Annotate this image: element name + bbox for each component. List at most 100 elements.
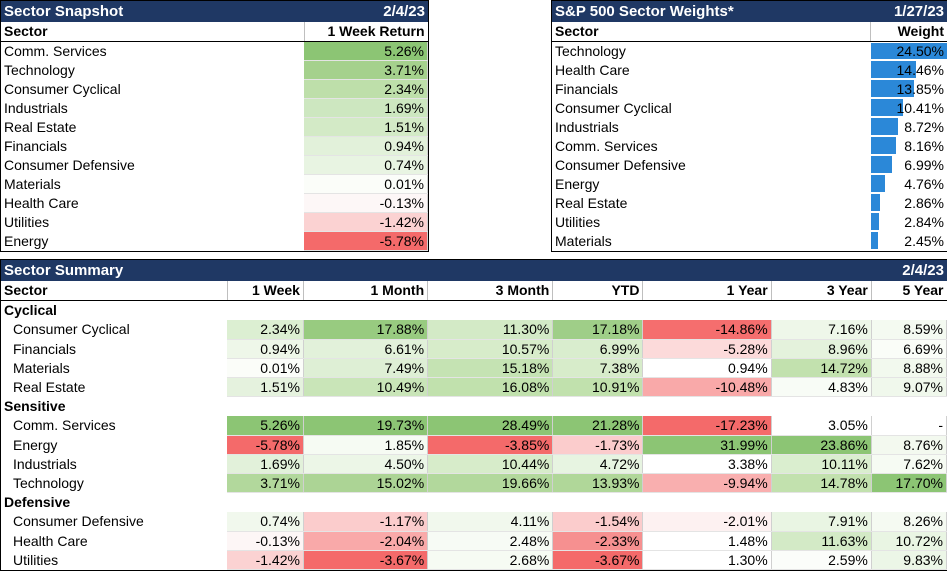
summary-cell: 4.83%: [771, 377, 872, 397]
weights-row: Materials 2.45%: [552, 231, 947, 251]
summary-cell: 8.88%: [871, 358, 947, 378]
summary-row: Health Care -0.13% -2.04% 2.48% -2.33% 1.48% 1…: [1, 531, 947, 551]
summary-cell: -2.33%: [552, 531, 644, 551]
summary-cell: -17.23%: [642, 416, 772, 436]
summary-cell: 17.70%: [871, 473, 947, 493]
weights-col-sector: Sector: [552, 22, 872, 42]
summary-row: Comm. Services 5.26% 19.73% 28.49% 21.28% -17…: [1, 416, 947, 436]
weights-row: Financials 13.85%: [552, 79, 947, 99]
snapshot-sector: Consumer Defensive: [1, 155, 305, 175]
snapshot-sector: Health Care: [1, 193, 305, 213]
summary-cell: 1.48%: [642, 531, 772, 551]
weight-bar: [870, 137, 897, 154]
summary-row: Industrials 1.69% 4.50% 10.44% 4.72% 3.38% 10.…: [1, 454, 947, 474]
summary-cell: -14.86%: [642, 320, 772, 340]
summary-cell: 16.08%: [427, 377, 554, 397]
summary-cell: 10.57%: [427, 339, 554, 359]
summary-cell: 8.76%: [871, 435, 947, 455]
summary-group-row: Defensive: [1, 492, 947, 512]
snapshot-date: 2/4/23: [383, 3, 425, 20]
snapshot-row: Comm. Services 5.26%: [1, 41, 429, 61]
summary-row: Consumer Defensive 0.74% -1.17% 4.11% -1.54%…: [1, 512, 947, 532]
weight-value: 14.46%: [896, 61, 944, 78]
summary-cell: 3.38%: [642, 454, 772, 474]
weights-value-cell: 10.41%: [870, 98, 947, 117]
summary-cell: 9.07%: [871, 377, 947, 397]
weights-sector: Utilities: [552, 212, 871, 232]
summary-cell: 13.93%: [552, 473, 644, 493]
sector-weights-panel: S&P 500 Sector Weights* 1/27/23 Sector W…: [551, 0, 947, 252]
summary-cell: 8.26%: [871, 512, 947, 532]
summary-cell: 15.02%: [303, 473, 429, 493]
summary-cell: 2.48%: [427, 531, 554, 551]
weights-row: Industrials 8.72%: [552, 117, 947, 137]
summary-col-header: 3 Year: [771, 281, 872, 301]
summary-row: Utilities -1.42% -3.67% 2.68% -3.67% 1.30% 2.5…: [1, 550, 947, 570]
summary-row: Real Estate 1.51% 10.49% 16.08% 10.91% -10.48…: [1, 377, 947, 397]
summary-cell: -3.67%: [303, 550, 429, 570]
snapshot-return: -5.78%: [304, 231, 429, 251]
weights-value-cell: 6.99%: [870, 155, 947, 174]
summary-cell: 2.68%: [427, 550, 554, 570]
summary-cell: 9.83%: [871, 550, 947, 570]
snapshot-sector: Materials: [1, 174, 305, 194]
summary-row: Technology 3.71% 15.02% 19.66% 13.93% -9.94% 1…: [1, 473, 947, 493]
weights-sector: Materials: [552, 231, 871, 251]
summary-sector: Technology: [1, 473, 228, 493]
snapshot-titlebar: Sector Snapshot 2/4/23: [1, 1, 428, 22]
weights-value-cell: 13.85%: [870, 79, 947, 98]
summary-cell: 1.85%: [303, 435, 429, 455]
summary-cell: 7.16%: [771, 320, 872, 340]
summary-cell: 11.30%: [427, 320, 554, 340]
weights-table: Sector Weight Technology 24.50% Health Car…: [552, 22, 947, 251]
summary-group-row: Sensitive: [1, 396, 947, 416]
summary-cell: 7.91%: [771, 512, 872, 532]
snapshot-return: 3.71%: [304, 60, 429, 80]
weights-sector: Technology: [552, 41, 871, 61]
sector-snapshot-panel: Sector Snapshot 2/4/23 Sector 1 Week Ret…: [0, 0, 429, 252]
summary-cell: -5.78%: [227, 435, 304, 455]
snapshot-sector: Consumer Cyclical: [1, 79, 305, 99]
snapshot-sector: Technology: [1, 60, 305, 80]
summary-group-name: Defensive: [4, 494, 71, 511]
summary-sector: Comm. Services: [1, 416, 228, 436]
summary-cell: -0.13%: [227, 531, 304, 551]
summary-sector: Real Estate: [1, 377, 228, 397]
summary-sector: Industrials: [1, 454, 228, 474]
summary-cell: 10.11%: [771, 454, 872, 474]
summary-cell: 0.01%: [227, 358, 304, 378]
weight-bar: [870, 80, 914, 97]
summary-cell: 6.69%: [871, 339, 947, 359]
summary-cell: 15.18%: [427, 358, 554, 378]
summary-cell: -2.04%: [303, 531, 429, 551]
summary-sector: Consumer Defensive: [1, 512, 228, 532]
weights-sector: Industrials: [552, 117, 871, 137]
summary-row: Consumer Cyclical 2.34% 17.88% 11.30% 17.18%…: [1, 320, 947, 340]
summary-cell: 31.99%: [642, 435, 772, 455]
summary-row: Energy -5.78% 1.85% -3.85% -1.73% 31.99% 23.86…: [1, 435, 947, 455]
summary-col-header: Sector: [1, 281, 228, 301]
weight-bar: [870, 194, 880, 211]
weights-value-cell: 4.76%: [870, 174, 947, 193]
summary-group-name: Cyclical: [4, 302, 57, 319]
snapshot-row: Utilities -1.42%: [1, 212, 429, 232]
snapshot-col-sector: Sector: [1, 22, 305, 42]
summary-cell: -3.85%: [427, 435, 554, 455]
weights-value-cell: 8.72%: [870, 117, 947, 136]
summary-sector: Consumer Cyclical: [1, 320, 228, 340]
weight-bar: [870, 42, 947, 59]
snapshot-return: 1.69%: [304, 98, 429, 118]
weights-col-weight: Weight: [870, 22, 947, 42]
summary-col-header: 1 Week: [227, 281, 304, 301]
summary-cell: 1.69%: [227, 454, 304, 474]
weights-row: Comm. Services 8.16%: [552, 136, 947, 156]
snapshot-sector: Real Estate: [1, 117, 305, 137]
weights-value-cell: 8.16%: [870, 136, 947, 155]
weights-sector: Consumer Defensive: [552, 155, 871, 175]
weights-row: Consumer Cyclical 10.41%: [552, 98, 947, 118]
weight-value: 2.84%: [904, 213, 944, 230]
summary-cell: 10.44%: [427, 454, 554, 474]
summary-cell: 6.61%: [303, 339, 429, 359]
summary-cell: -1.17%: [303, 512, 429, 532]
weights-row: Energy 4.76%: [552, 174, 947, 194]
